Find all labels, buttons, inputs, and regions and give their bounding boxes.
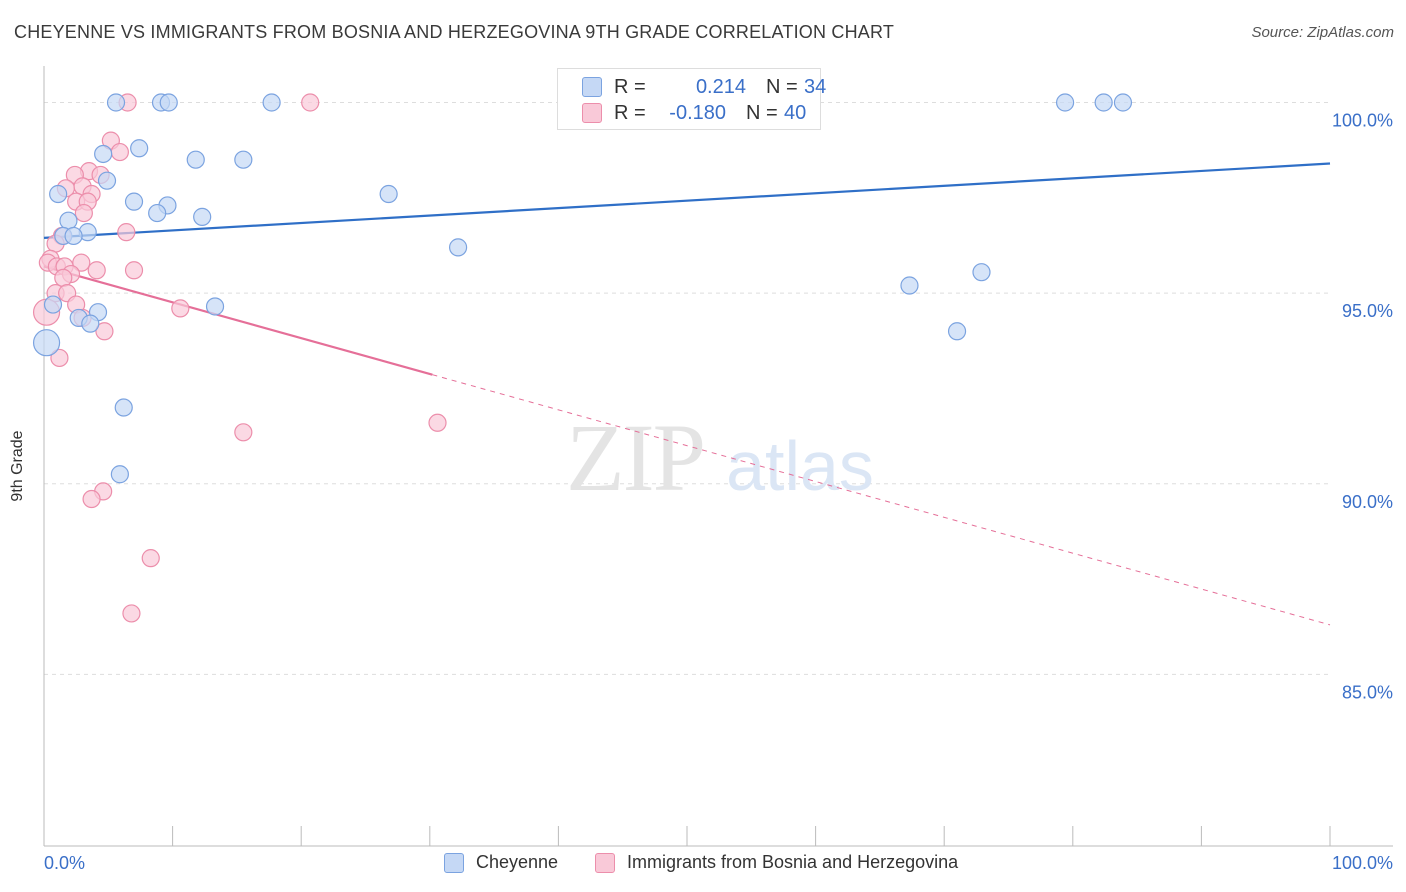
x-tick-labels: 0.0% 100.0% — [44, 853, 1393, 873]
point-cheyenne — [448, 238, 468, 257]
data-points — [32, 93, 1133, 623]
legend-item-cheyenne: Cheyenne — [444, 852, 558, 873]
point-cheyenne — [262, 93, 281, 112]
series-legend: Cheyenne Immigrants from Bosnia and Herz… — [0, 852, 1406, 878]
r-value: 0.214 — [695, 75, 746, 98]
point-cheyenne — [234, 150, 253, 169]
axes — [43, 66, 1393, 847]
point-cheyenne — [106, 93, 126, 112]
y-tick-label: 95.0% — [1342, 301, 1393, 321]
point-cheyenne — [379, 184, 398, 204]
point-cheyenne — [114, 398, 133, 417]
legend-label: Cheyenne — [476, 852, 559, 872]
point-cheyenne — [947, 322, 967, 341]
watermark-zip: ZIP — [566, 404, 704, 511]
point-cheyenne — [97, 171, 117, 190]
point-bosnia — [95, 322, 114, 341]
point-cheyenne — [81, 314, 100, 333]
legend-label: Immigrants from Bosnia and Herzegovina — [627, 852, 959, 872]
point-cheyenne — [900, 276, 919, 295]
point-cheyenne — [59, 211, 78, 230]
point-bosnia — [110, 142, 129, 162]
point-cheyenne — [1113, 93, 1133, 112]
stats-legend: R = 0.214 N = 34 R = -0.180 N = 40 — [557, 68, 826, 130]
point-cheyenne — [110, 465, 129, 484]
point-bosnia — [117, 223, 136, 242]
trend-lines — [43, 162, 1331, 626]
point-cheyenne — [64, 226, 83, 246]
x-tick-label: 0.0% — [44, 853, 85, 873]
legend-row-bosnia: R = -0.180 N = 40 — [582, 101, 806, 125]
point-cheyenne — [49, 184, 68, 204]
point-cheyenne — [43, 295, 63, 314]
y-tick-label: 90.0% — [1342, 492, 1393, 512]
point-bosnia — [74, 203, 93, 223]
n-label: N = — [766, 75, 798, 98]
point-cheyenne — [205, 297, 225, 316]
watermark-atlas: atlas — [726, 427, 874, 505]
point-bosnia — [428, 413, 447, 432]
gridlines — [44, 102, 1330, 675]
legend-swatch-pink — [595, 852, 615, 873]
r-value: -0.180 — [669, 101, 726, 124]
y-tick-labels: 100.0% 95.0% 90.0% 85.0% — [1332, 111, 1393, 703]
point-bosnia — [171, 299, 190, 318]
point-cheyenne — [1055, 93, 1075, 112]
point-bosnia — [54, 268, 73, 287]
point-bosnia — [82, 489, 101, 509]
point-bosnia — [301, 93, 320, 112]
legend-swatch-blue — [444, 852, 464, 873]
y-tick-label: 85.0% — [1342, 682, 1393, 702]
point-cheyenne — [148, 203, 167, 223]
point-cheyenne — [186, 150, 205, 169]
point-bosnia — [87, 261, 106, 280]
point-bosnia — [50, 348, 69, 368]
point-cheyenne — [130, 139, 149, 158]
trend-line-bosnia — [43, 265, 433, 376]
legend-swatch-pink — [582, 103, 602, 123]
point-cheyenne — [124, 192, 144, 211]
point-cheyenne — [32, 329, 61, 357]
chart-title: CHEYENNE VS IMMIGRANTS FROM BOSNIA AND H… — [14, 22, 895, 42]
n-label: N = — [746, 101, 778, 124]
watermark: ZIP atlas — [566, 404, 874, 511]
point-cheyenne — [193, 207, 212, 226]
point-bosnia — [122, 604, 141, 623]
point-cheyenne — [159, 93, 178, 112]
legend-swatch-blue — [582, 77, 602, 97]
point-bosnia — [124, 261, 144, 280]
point-cheyenne — [972, 263, 991, 282]
source-credit: Source: ZipAtlas.com — [1251, 24, 1394, 41]
legend-row-cheyenne: R = 0.214 N = 34 — [582, 75, 826, 99]
point-cheyenne — [1094, 93, 1113, 112]
n-value: 40 — [784, 101, 807, 124]
y-tick-label: 100.0% — [1332, 111, 1393, 131]
n-value: 34 — [804, 75, 827, 98]
r-label: R = — [614, 75, 646, 98]
point-cheyenne — [94, 144, 113, 164]
point-bosnia — [234, 423, 253, 442]
trend-line-cheyenne — [43, 162, 1331, 239]
x-tick-label: 100.0% — [1332, 853, 1393, 873]
r-label: R = — [614, 101, 646, 124]
point-bosnia — [141, 549, 160, 568]
legend-item-bosnia: Immigrants from Bosnia and Herzegovina — [595, 852, 958, 873]
